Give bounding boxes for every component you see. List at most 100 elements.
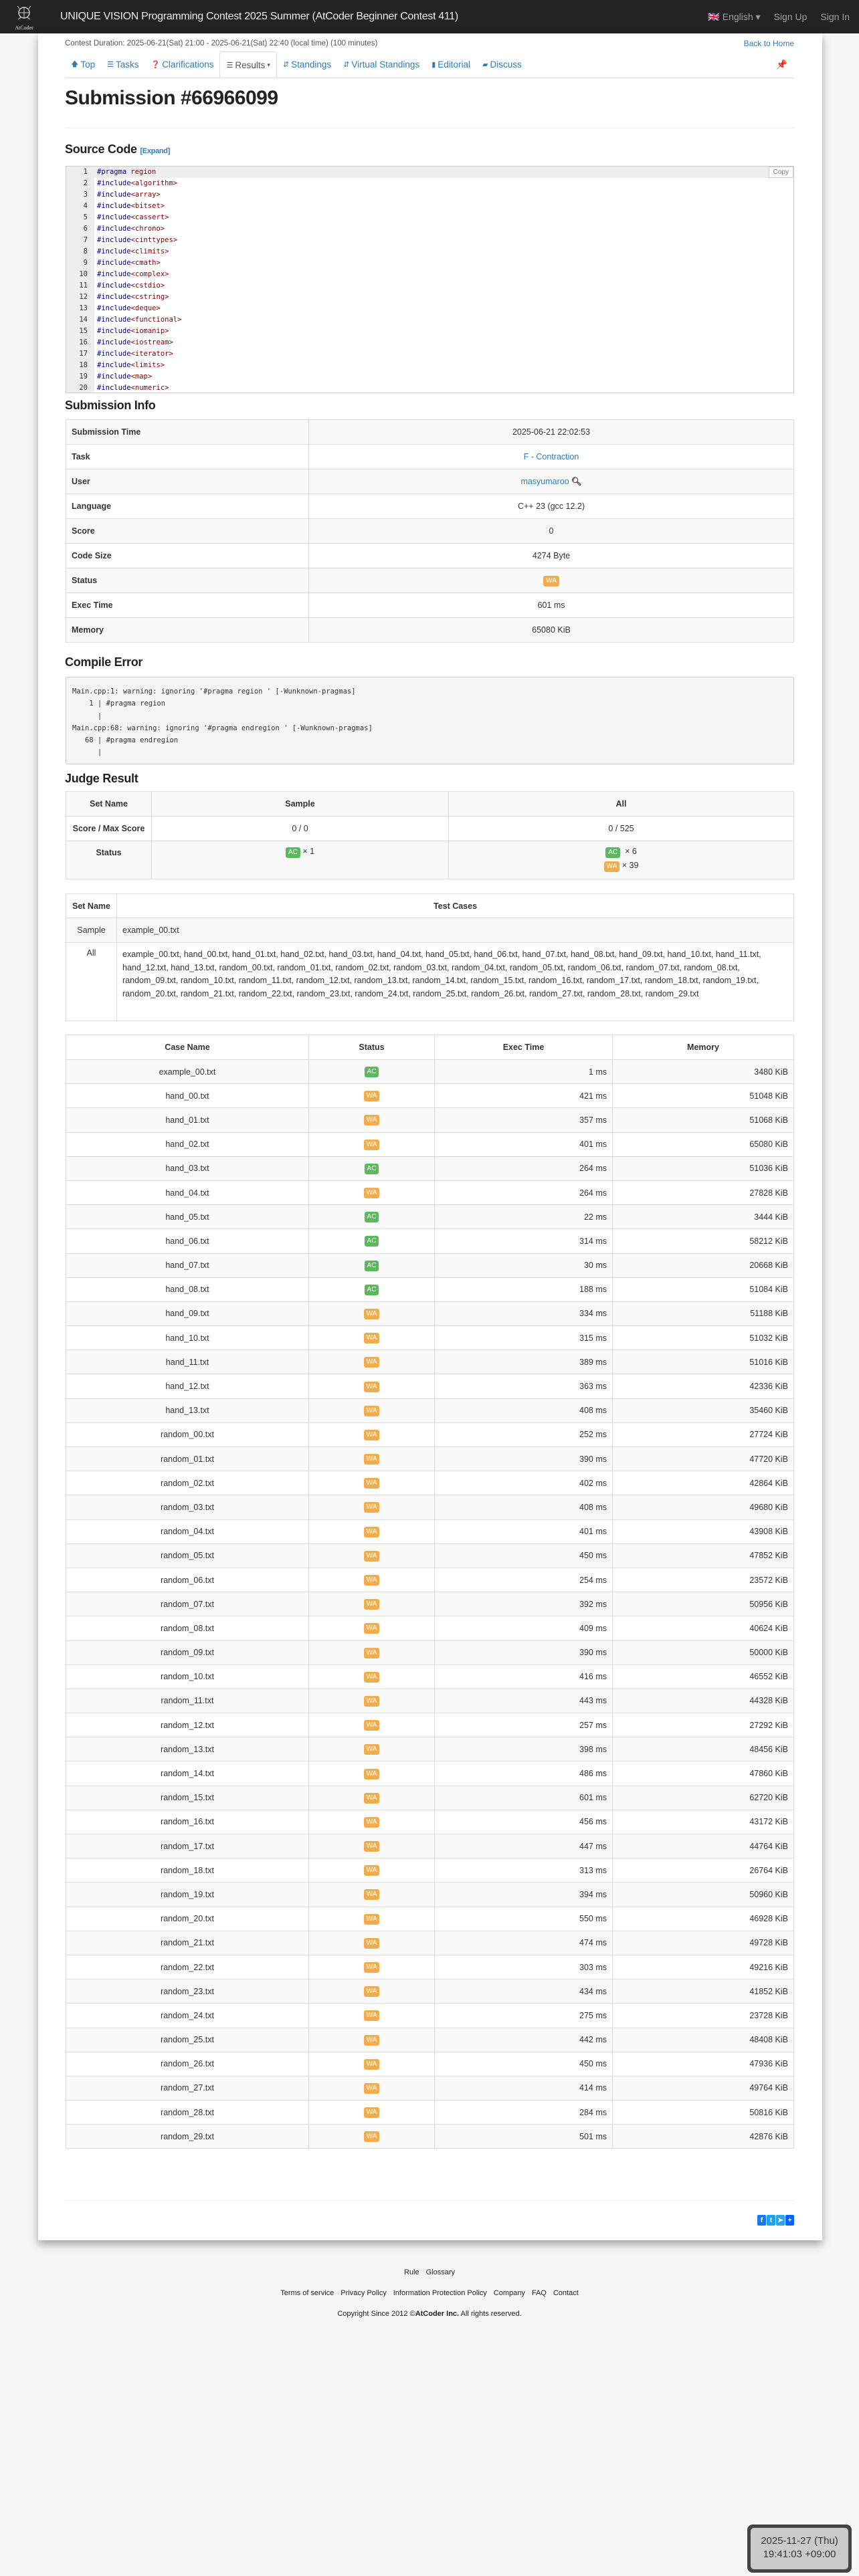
info-value: 0: [308, 518, 794, 544]
pin-icon[interactable]: 📌: [776, 59, 787, 70]
tab-virtual-standings[interactable]: ⇵ Virtual Standings: [337, 51, 425, 78]
case-status: AC: [308, 1253, 435, 1278]
code-directive: #include: [97, 350, 131, 358]
exec-time: 402 ms: [434, 1471, 613, 1496]
footer-link-terms-of-service[interactable]: Terms of service: [280, 2289, 335, 2297]
case-name: hand_11.txt: [66, 1350, 309, 1375]
code-directive: #include: [97, 327, 131, 335]
twitter-icon[interactable]: t: [767, 2215, 775, 2226]
code-argument: <iostream>: [130, 338, 173, 346]
atcoder-logo[interactable]: AtCoder: [9, 1, 39, 32]
exec-time: 254 ms: [434, 1567, 613, 1593]
footer-link-faq[interactable]: FAQ: [531, 2289, 547, 2297]
info-label: Code Size: [66, 543, 309, 568]
tab-tasks[interactable]: ☰ Tasks: [101, 51, 145, 78]
table-row: hand_05.txt AC 22 ms 3444 KiB: [66, 1204, 794, 1230]
exec-time: 264 ms: [434, 1156, 613, 1181]
footer-link-glossary[interactable]: Glossary: [425, 2268, 456, 2276]
footer-link-privacy-policy[interactable]: Privacy Policy: [341, 2289, 387, 2297]
code-directive: #include: [97, 213, 131, 221]
code-argument: <cmath>: [130, 259, 161, 267]
memory: 50816 KiB: [612, 2100, 794, 2125]
table-row: random_14.txt WA 486 ms 47860 KiB: [66, 1761, 794, 1786]
code-directive: #include: [97, 338, 131, 346]
case-name: random_03.txt: [66, 1495, 309, 1520]
all-score: 0 / 525: [448, 816, 794, 841]
status-badge: WA: [363, 1502, 380, 1513]
case-status: WA: [308, 2051, 435, 2076]
tab-top[interactable]: 🡅 Top: [65, 51, 101, 78]
code-argument: <climits>: [130, 247, 169, 255]
case-status: AC: [308, 1156, 435, 1181]
memory: 27292 KiB: [612, 1713, 794, 1738]
code-directive: #include: [97, 191, 131, 199]
code-argument: <iterator>: [130, 350, 173, 358]
info-value: 4274 Byte: [308, 543, 794, 568]
status-badge: AC: [364, 1284, 379, 1295]
share-plus-icon[interactable]: +: [785, 2215, 794, 2226]
footer-link-information-protection-policy[interactable]: Information Protection Policy: [393, 2289, 487, 2297]
code-argument: <deque>: [130, 304, 161, 312]
all-ac-count: × 6: [625, 847, 637, 856]
back-to-home-link[interactable]: Back to Home: [743, 39, 794, 48]
case-status: WA: [308, 1495, 435, 1520]
table-row: random_29.txt WA 501 ms 42876 KiB: [66, 2124, 794, 2149]
table-row: hand_08.txt AC 188 ms 51084 KiB: [66, 1277, 794, 1302]
status-badge: WA: [363, 1599, 380, 1610]
code-line: 20 #include <numeric>: [66, 383, 793, 393]
telegram-icon[interactable]: ➤: [776, 2215, 785, 2226]
memory: 42864 KiB: [612, 1471, 794, 1496]
expand-link[interactable]: [Expand]: [140, 147, 171, 155]
status-badge: WA: [363, 1962, 380, 1973]
code-directive: #include: [97, 384, 131, 392]
case-status: WA: [308, 1833, 435, 1859]
tab-editorial[interactable]: ▮ Editorial: [425, 51, 476, 78]
status-badge: WA: [363, 2034, 380, 2046]
status-badge: WA: [363, 1308, 380, 1319]
exec-time: 456 ms: [434, 1809, 613, 1835]
code-argument: <array>: [130, 191, 161, 199]
ac-badge: AC: [285, 847, 300, 858]
set-name-header: Set Name: [66, 893, 117, 918]
source-code-title: Source Code: [65, 142, 137, 156]
table-row: random_22.txt WA 303 ms 49216 KiB: [66, 1954, 794, 1980]
case-status: WA: [308, 1107, 435, 1133]
case-name: hand_07.txt: [66, 1253, 309, 1278]
code-directive: #include: [97, 179, 131, 187]
tab-clarifications[interactable]: ❓ Clarifications: [145, 51, 219, 78]
memory: 50956 KiB: [612, 1592, 794, 1617]
status-badge: WA: [363, 1841, 380, 1852]
user-link[interactable]: masyumaroo: [520, 476, 569, 486]
case-status: WA: [308, 1906, 435, 1931]
table-row: hand_04.txt WA 264 ms 27828 KiB: [66, 1180, 794, 1206]
case-name: hand_10.txt: [66, 1325, 309, 1351]
tab-discuss[interactable]: ▰ Discuss: [476, 51, 528, 78]
sign-up-link[interactable]: Sign Up: [773, 11, 807, 22]
code-line: 3 #include <array>: [66, 189, 793, 201]
table-row: random_27.txt WA 414 ms 49764 KiB: [66, 2075, 794, 2101]
source-code-viewer[interactable]: 1 #pragma region 2 #include <algorithm> 3 #incl…: [66, 166, 794, 393]
uk-flag-icon: 🇬🇧: [708, 11, 720, 22]
footer-link-company[interactable]: Company: [493, 2289, 525, 2297]
status-badge: WA: [363, 1937, 380, 1949]
exec-time: 363 ms: [434, 1374, 613, 1399]
status-badge: WA: [363, 1139, 380, 1150]
info-row: User masyumaroo 🔍︎: [66, 469, 794, 494]
tab-standings[interactable]: ⇵ Standings: [277, 51, 337, 78]
exec-time: 1 ms: [434, 1059, 613, 1085]
code-directive: #include: [97, 202, 131, 210]
sign-in-link[interactable]: Sign In: [820, 11, 850, 22]
copyright-brand: AtCoder Inc.: [415, 2310, 460, 2318]
copy-button[interactable]: Copy: [768, 167, 793, 178]
exec-time: 421 ms: [434, 1083, 613, 1109]
tab-results[interactable]: ☰ Results ▾: [219, 51, 277, 79]
footer-link-contact[interactable]: Contact: [553, 2289, 579, 2297]
table-row: hand_01.txt WA 357 ms 51068 KiB: [66, 1107, 794, 1133]
case-name: random_13.txt: [66, 1737, 309, 1762]
facebook-icon[interactable]: f: [757, 2215, 766, 2226]
footer-link-rule[interactable]: Rule: [403, 2268, 419, 2276]
contest-title[interactable]: UNIQUE VISION Programming Contest 2025 S…: [60, 11, 458, 22]
language-dropdown[interactable]: 🇬🇧 English ▾: [708, 11, 761, 22]
search-icon[interactable]: 🔍︎: [571, 476, 582, 486]
task-link[interactable]: F - Contraction: [523, 452, 579, 461]
